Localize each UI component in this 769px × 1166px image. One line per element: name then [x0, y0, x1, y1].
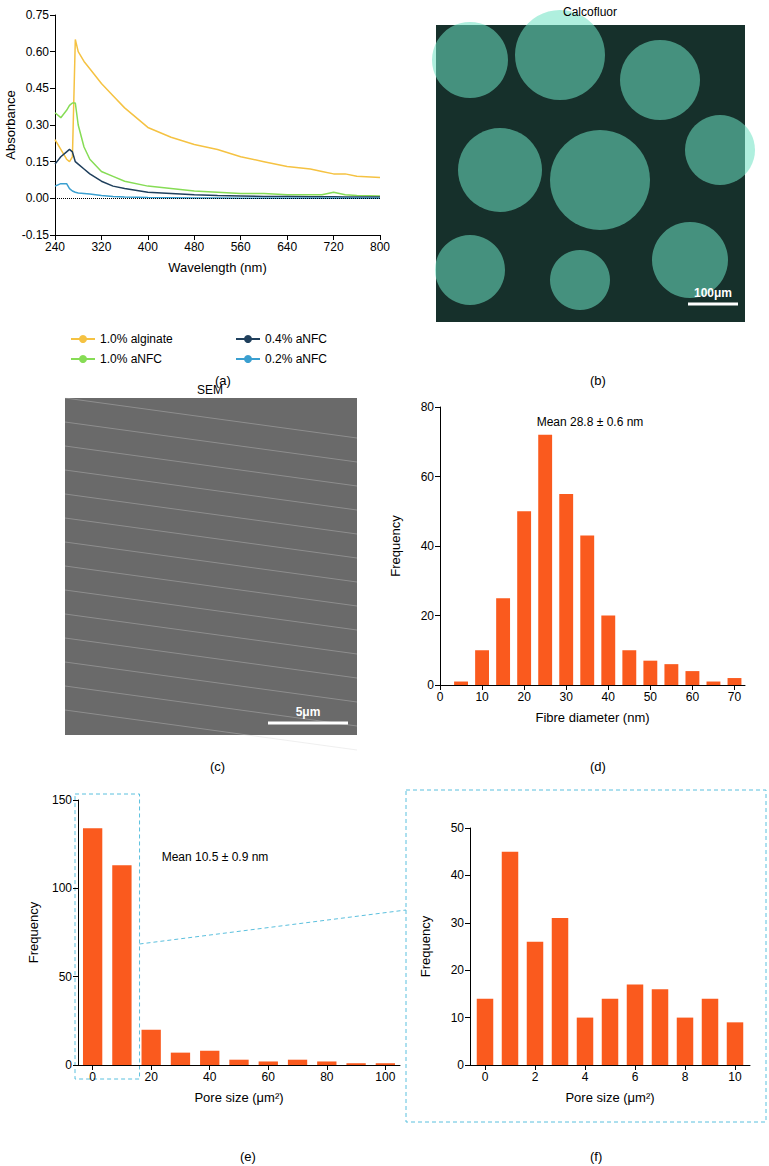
svg-text:Pore size (μm²): Pore size (μm²)	[194, 1090, 283, 1105]
svg-text:80: 80	[421, 400, 435, 414]
svg-text:480: 480	[184, 240, 204, 254]
svg-text:40: 40	[451, 868, 465, 882]
svg-text:Calcofluor: Calcofluor	[563, 5, 617, 19]
svg-text:Mean 28.8 ± 0.6 nm: Mean 28.8 ± 0.6 nm	[537, 415, 644, 429]
svg-text:640: 640	[277, 240, 297, 254]
svg-text:(b): (b)	[590, 373, 606, 388]
svg-text:1.0% aNFC: 1.0% aNFC	[100, 352, 162, 366]
svg-text:20: 20	[517, 690, 531, 704]
svg-text:Wavelength (nm): Wavelength (nm)	[168, 260, 267, 275]
svg-text:5μm: 5μm	[296, 705, 321, 719]
svg-text:(d): (d)	[590, 759, 606, 774]
svg-text:0: 0	[427, 678, 434, 692]
svg-text:720: 720	[324, 240, 344, 254]
svg-text:-0.15: -0.15	[21, 228, 49, 242]
svg-text:0: 0	[89, 1070, 96, 1084]
svg-text:70: 70	[728, 690, 742, 704]
svg-text:100μm: 100μm	[694, 286, 732, 300]
svg-text:400: 400	[138, 240, 158, 254]
svg-text:10: 10	[475, 690, 489, 704]
svg-text:0.75: 0.75	[26, 8, 50, 22]
svg-text:0.15: 0.15	[26, 155, 50, 169]
svg-text:6: 6	[632, 1070, 639, 1084]
svg-text:Pore size (μm²): Pore size (μm²)	[565, 1090, 654, 1105]
svg-text:60: 60	[421, 470, 435, 484]
svg-text:Mean 10.5 ± 0.9 nm: Mean 10.5 ± 0.9 nm	[162, 850, 269, 864]
svg-text:80: 80	[320, 1070, 334, 1084]
svg-text:60: 60	[262, 1070, 276, 1084]
svg-text:(e): (e)	[240, 1149, 256, 1164]
svg-text:30: 30	[560, 690, 574, 704]
svg-text:800: 800	[370, 240, 390, 254]
svg-text:Frequency: Frequency	[26, 901, 41, 963]
svg-text:2: 2	[532, 1070, 539, 1084]
svg-text:Fibre diameter (nm): Fibre diameter (nm)	[535, 710, 649, 725]
svg-text:40: 40	[421, 539, 435, 553]
svg-text:Absorbance: Absorbance	[3, 90, 18, 159]
svg-text:50: 50	[644, 690, 658, 704]
svg-text:0.4% aNFC: 0.4% aNFC	[265, 332, 327, 346]
svg-text:8: 8	[682, 1070, 689, 1084]
svg-text:560: 560	[231, 240, 251, 254]
svg-text:Frequency: Frequency	[388, 515, 403, 577]
svg-text:100: 100	[52, 881, 72, 895]
svg-text:10: 10	[728, 1070, 742, 1084]
svg-text:50: 50	[59, 970, 73, 984]
svg-text:1.0% alginate: 1.0% alginate	[100, 332, 173, 346]
svg-text:0.45: 0.45	[26, 81, 50, 95]
svg-text:320: 320	[91, 240, 111, 254]
svg-text:0: 0	[457, 1058, 464, 1072]
svg-text:0.60: 0.60	[26, 45, 50, 59]
svg-text:SEM: SEM	[197, 383, 223, 397]
svg-text:40: 40	[203, 1070, 217, 1084]
svg-text:30: 30	[451, 916, 465, 930]
svg-text:20: 20	[145, 1070, 159, 1084]
svg-text:60: 60	[686, 690, 700, 704]
svg-text:0.00: 0.00	[26, 191, 50, 205]
svg-text:0.30: 0.30	[26, 118, 50, 132]
svg-text:0: 0	[482, 1070, 489, 1084]
svg-text:(c): (c)	[210, 759, 225, 774]
svg-text:0.2% aNFC: 0.2% aNFC	[265, 352, 327, 366]
svg-text:0: 0	[437, 690, 444, 704]
svg-text:150: 150	[52, 793, 72, 807]
svg-text:20: 20	[451, 963, 465, 977]
svg-text:100: 100	[375, 1070, 395, 1084]
svg-text:40: 40	[602, 690, 616, 704]
svg-text:(a): (a)	[215, 373, 231, 388]
svg-text:20: 20	[421, 609, 435, 623]
svg-text:4: 4	[582, 1070, 589, 1084]
svg-text:50: 50	[451, 821, 465, 835]
svg-text:Frequency: Frequency	[418, 915, 433, 977]
svg-text:0: 0	[65, 1058, 72, 1072]
svg-text:240: 240	[45, 240, 65, 254]
svg-text:(f): (f)	[590, 1149, 602, 1164]
svg-text:10: 10	[451, 1011, 465, 1025]
